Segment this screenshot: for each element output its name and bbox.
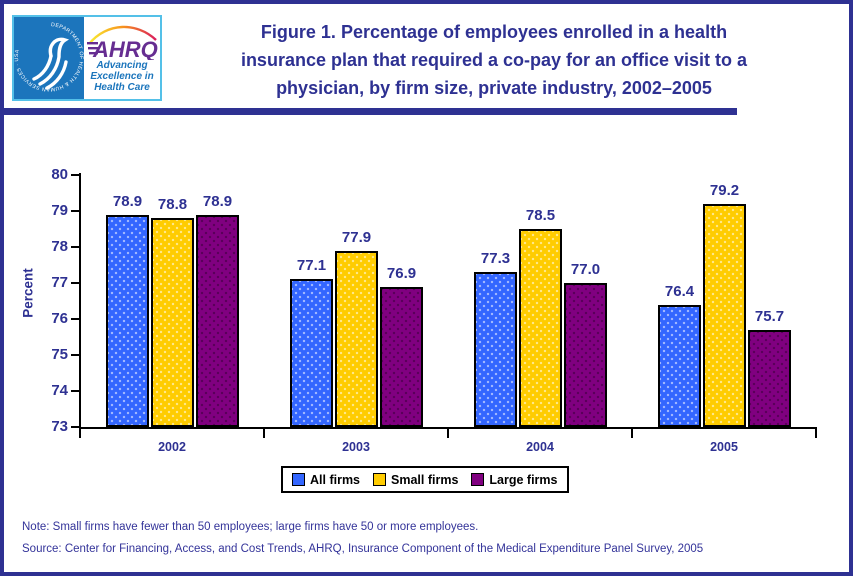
legend-swatch-small-firms (373, 473, 387, 486)
y-tick (71, 246, 80, 248)
bar-value-label-all-firms-2002: 78.9 (112, 192, 143, 210)
svg-text:DEPARTMENT OF HEALTH & HUMAN S: DEPARTMENT OF HEALTH & HUMAN SERVICES · … (14, 22, 84, 92)
y-tick (71, 354, 80, 356)
bar-value-label-all-firms-2004: 77.3 (480, 250, 511, 268)
legend-swatch-large-firms (471, 473, 485, 486)
ahrq-acronym: AHRQ (92, 37, 158, 60)
y-tick-label-76: 76 (51, 310, 68, 327)
legend-swatch-all-firms (292, 473, 305, 486)
bar-small-firms-2005 (703, 203, 746, 427)
y-tick-label-79: 79 (51, 202, 68, 219)
figure-title-line-1: Figure 1. Percentage of employees enroll… (260, 22, 728, 42)
bar-value-label-large-firms-2005: 75.7 (754, 307, 785, 325)
legend-item-all-firms: All firms (292, 473, 360, 487)
legend: All firms Small firms Large firms (281, 466, 569, 493)
figure-title: Figure 1. Percentage of employees enroll… (170, 18, 818, 102)
bar-value-label-small-firms-2003: 77.9 (341, 228, 372, 246)
bar-value-label-all-firms-2003: 77.1 (296, 257, 327, 275)
bar-all-firms-2002 (106, 214, 149, 427)
bar-value-label-large-firms-2004: 77.0 (570, 261, 601, 278)
y-axis-line (79, 173, 81, 429)
note-text: Note: Small firms have fewer than 50 emp… (22, 521, 479, 533)
bar-all-firms-2003 (290, 279, 333, 427)
hhs-eagle-icon: DEPARTMENT OF HEALTH & HUMAN SERVICES · … (14, 22, 84, 92)
ahrq-logo: AHRQ Advancing Excellence in Health Care (84, 17, 160, 99)
legend-item-large-firms: Large firms (471, 472, 558, 487)
x-tick (631, 429, 633, 438)
y-axis-label: Percent (20, 268, 36, 318)
header-divider (4, 108, 737, 115)
bar-large-firms-2002 (196, 214, 239, 427)
hhs-ahrq-logo: DEPARTMENT OF HEALTH & HUMAN SERVICES · … (12, 15, 162, 101)
bar-large-firms-2004 (564, 283, 607, 427)
y-tick-label-78: 78 (51, 238, 68, 255)
bar-small-firms-2003 (335, 250, 378, 427)
x-tick-label-2002: 2002 (158, 440, 186, 454)
x-tick (79, 429, 81, 438)
bar-value-label-small-firms-2005: 79.2 (709, 181, 740, 199)
y-tick-label-80: 80 (51, 166, 68, 183)
x-tick (447, 429, 449, 438)
y-tick-label-77: 77 (51, 274, 68, 291)
source-text: Source: Center for Financing, Access, an… (22, 543, 704, 555)
y-tick-label-73: 73 (51, 418, 68, 435)
x-axis-line (79, 427, 817, 429)
bar-all-firms-2004 (474, 272, 517, 427)
legend-label-all-firms: All firms (310, 472, 361, 487)
y-tick (71, 390, 80, 392)
bar-value-label-large-firms-2002: 78.9 (202, 192, 233, 210)
bar-value-label-all-firms-2005: 76.4 (664, 282, 695, 300)
y-tick-label-75: 75 (51, 346, 68, 363)
hhs-seal: DEPARTMENT OF HEALTH & HUMAN SERVICES · … (14, 17, 84, 99)
bar-all-firms-2005 (658, 304, 701, 427)
bar-value-label-large-firms-2003: 76.9 (386, 264, 417, 282)
bar-large-firms-2005 (748, 329, 791, 427)
ahrq-rainbow-wordmark-icon: AHRQ (87, 25, 158, 60)
bar-value-label-small-firms-2002: 78.8 (157, 196, 188, 214)
bar-small-firms-2004 (519, 229, 562, 427)
x-tick (815, 429, 817, 438)
x-tick-label-2004: 2004 (526, 440, 554, 454)
x-tick (263, 429, 265, 438)
ahrq-tagline: Advancing Excellence in Health Care (90, 60, 154, 93)
bar-large-firms-2003 (380, 286, 423, 427)
y-tick (71, 282, 80, 284)
figure-title-line-2: insurance plan that required a co-pay fo… (240, 50, 748, 70)
y-tick (71, 210, 80, 212)
bar-small-firms-2002 (151, 218, 194, 427)
figure-title-line-3: physician, by firm size, private industr… (276, 78, 712, 98)
y-tick-label-74: 74 (51, 382, 68, 399)
legend-label-small-firms: Small firms (391, 472, 459, 487)
legend-item-small-firms: Small firms (373, 473, 458, 487)
y-tick (71, 174, 80, 176)
legend-label-large-firms: Large firms (489, 472, 558, 487)
bar-value-label-small-firms-2004: 78.5 (525, 207, 556, 224)
y-tick (71, 318, 80, 320)
y-tick (71, 426, 80, 428)
x-tick-label-2003: 2003 (342, 440, 370, 454)
x-tick-label-2005: 2005 (710, 440, 738, 454)
